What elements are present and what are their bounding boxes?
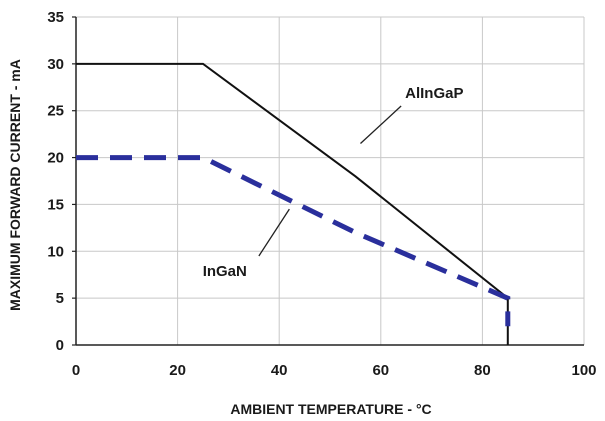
y-tick-label-20: 20 [47,150,64,167]
annotations: AlInGaP InGaN [203,85,464,280]
x-tick-label-60: 60 [372,362,389,379]
annotation-pointer-alingap [360,105,402,144]
axes [72,16,584,346]
annotation-label-alingap: AlInGaP [405,85,463,102]
x-tick-label-40: 40 [271,362,288,379]
y-tick-label-35: 35 [47,9,64,26]
y-axis-title: MAXIMUM FORWARD CURRENT - mA [7,59,23,311]
y-tick-label-15: 15 [47,196,64,213]
y-tick-labels: 0 5 10 15 20 25 30 35 [47,9,64,354]
x-tick-labels: 0 20 40 60 80 100 [72,362,597,379]
y-tick-label-30: 30 [47,56,64,73]
x-axis-title: AMBIENT TEMPERATURE - °C [230,401,431,417]
x-tick-label-0: 0 [72,362,80,379]
y-tick-label-10: 10 [47,243,64,260]
y-tick-label-5: 5 [56,290,64,307]
y-tick-label-25: 25 [47,103,64,120]
x-tick-label-80: 80 [474,362,491,379]
series-line-ingan [76,155,511,327]
data-series [76,62,511,345]
annotation-label-ingan: InGaN [203,263,247,280]
y-tick-label-0: 0 [56,337,64,354]
x-tick-label-20: 20 [169,362,186,379]
annotation-pointer-ingan [258,208,290,257]
x-tick-label-100: 100 [571,362,596,379]
